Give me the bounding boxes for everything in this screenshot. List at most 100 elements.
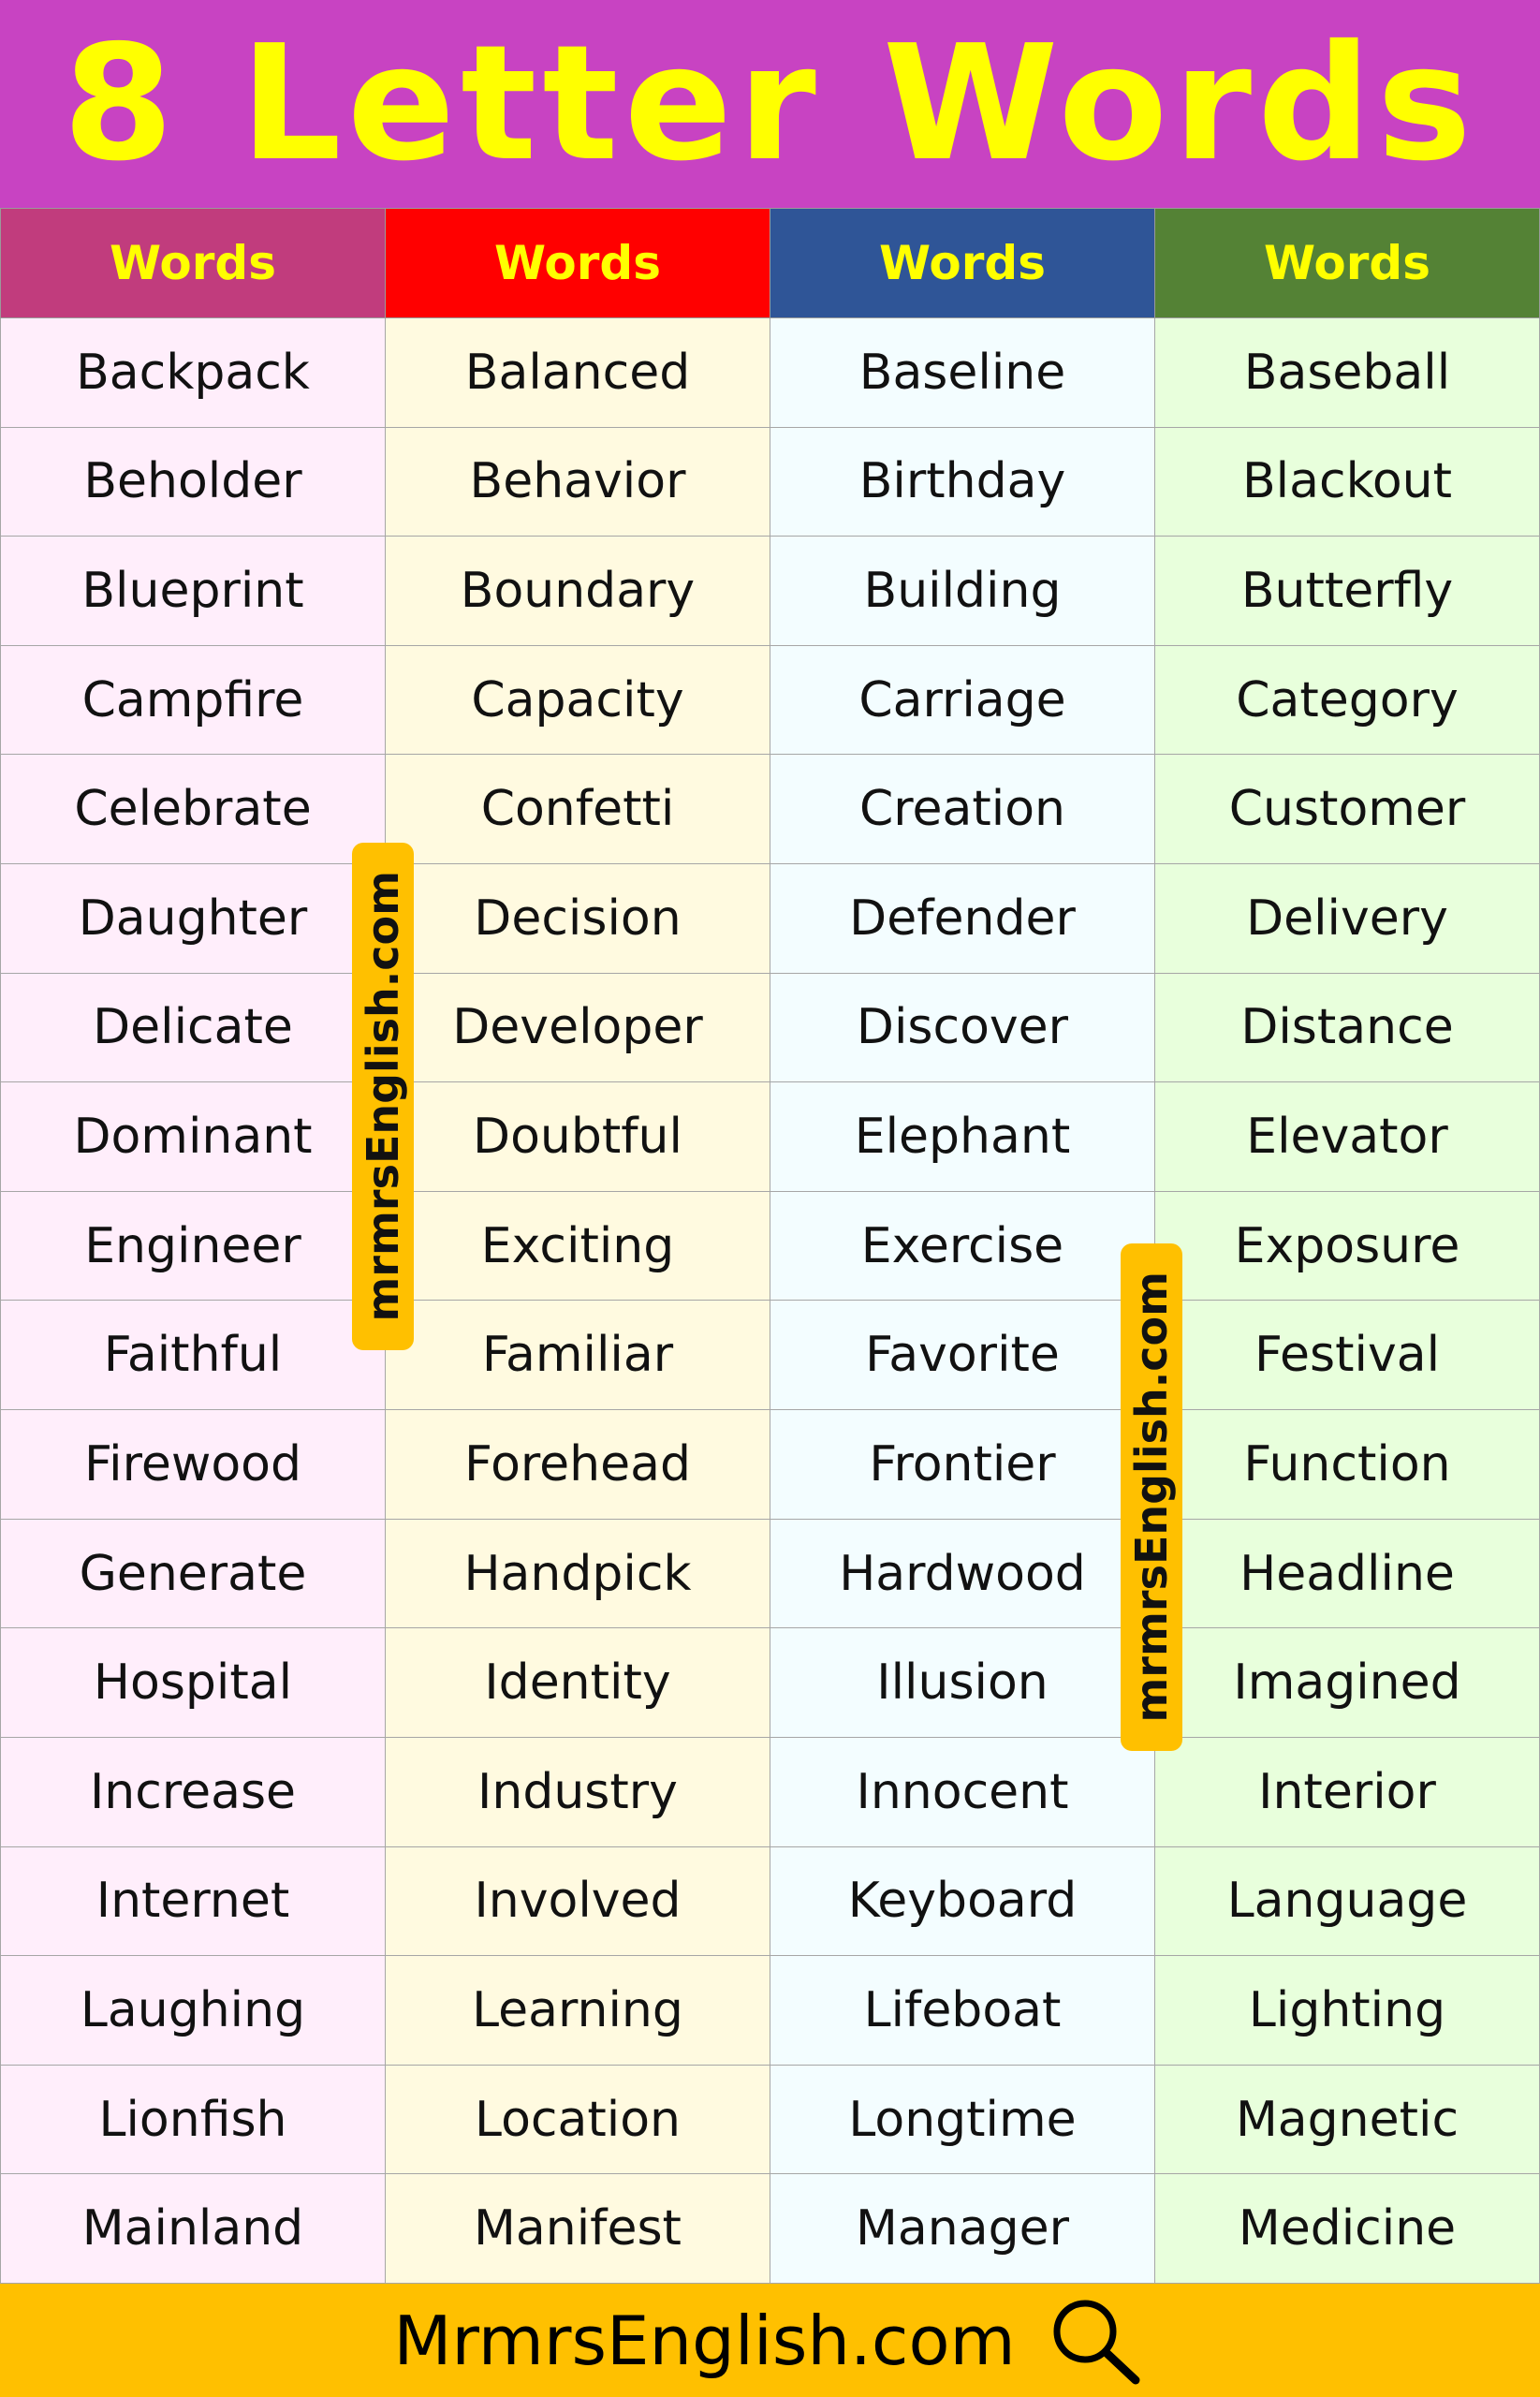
word-cell: Increase [0,1736,386,1847]
word-cell: Daughter [0,863,386,974]
word-cell: Elephant [770,1081,1155,1192]
column-header: Words [770,208,1155,318]
word-cell: Exercise [770,1190,1155,1301]
word-cell: Dominant [0,1081,386,1192]
word-cell: Decision [385,863,770,974]
table-row: Increase Industry Innocent Interior [0,1736,1540,1847]
word-cell: Delicate [0,972,386,1083]
word-cell: Interior [1154,1736,1540,1847]
word-cell: Creation [770,754,1155,865]
word-table-body: Backpack Balanced Baseline Baseball Beholder… [0,317,1540,2284]
search-icon [1053,2300,1140,2384]
word-cell: Imagined [1154,1627,1540,1738]
word-cell: Discover [770,972,1155,1083]
word-cell: Birthday [770,426,1155,537]
word-cell: Backpack [0,317,386,428]
word-cell: Beholder [0,426,386,537]
word-cell: Innocent [770,1736,1155,1847]
word-cell: Headline [1154,1518,1540,1629]
word-cell: Generate [0,1518,386,1629]
word-cell: Doubtful [385,1081,770,1192]
word-cell: Learning [385,1955,770,2066]
word-cell: Delivery [1154,863,1540,974]
watermark-text: mrmrsEnglish.com [358,871,408,1322]
word-cell: Baseline [770,317,1155,428]
table-row: Firewood Forehead Frontier Function [0,1409,1540,1520]
watermark-text: mrmrsEnglish.com [1126,1272,1177,1723]
word-cell: Capacity [385,644,770,756]
word-cell: Keyboard [770,1846,1155,1957]
word-cell: Forehead [385,1409,770,1520]
word-cell: Lifeboat [770,1955,1155,2066]
word-cell: Elevator [1154,1081,1540,1192]
footer-banner: MrmrsEnglish.com [0,2284,1540,2397]
word-cell: Festival [1154,1300,1540,1411]
word-cell: Favorite [770,1300,1155,1411]
word-cell: Lionfish [0,2064,386,2175]
word-cell: Balanced [385,317,770,428]
word-cell: Manifest [385,2173,770,2284]
word-table: Words Words Words Words Backpack Balanced… [0,208,1540,2284]
word-cell: Manager [770,2173,1155,2284]
word-cell: Baseball [1154,317,1540,428]
word-cell: Category [1154,644,1540,756]
word-cell: Faithful [0,1300,386,1411]
word-cell: Function [1154,1409,1540,1520]
table-row: Celebrate Confetti Creation Customer [0,754,1540,865]
table-row: Hospital Identity Illusion Imagined [0,1627,1540,1738]
word-cell: Celebrate [0,754,386,865]
table-row: Lionfish Location Longtime Magnetic [0,2064,1540,2175]
word-cell: Butterfly [1154,536,1540,646]
word-cell: Campfire [0,644,386,756]
word-cell: Familiar [385,1300,770,1411]
word-cell: Exciting [385,1190,770,1301]
word-cell: Carriage [770,644,1155,756]
word-cell: Longtime [770,2064,1155,2175]
column-header: Words [0,208,386,318]
word-cell: Frontier [770,1409,1155,1520]
word-cell: Involved [385,1846,770,1957]
word-cell: Internet [0,1846,386,1957]
word-cell: Location [385,2064,770,2175]
table-row: Daughter Decision Defender Delivery [0,863,1540,974]
word-cell: Developer [385,972,770,1083]
word-cell: Magnetic [1154,2064,1540,2175]
table-row: Generate Handpick Hardwood Headline [0,1518,1540,1629]
word-cell: Medicine [1154,2173,1540,2284]
word-cell: Building [770,536,1155,646]
word-cell: Behavior [385,426,770,537]
table-row: Backpack Balanced Baseline Baseball [0,317,1540,428]
table-row: Internet Involved Keyboard Language [0,1846,1540,1957]
word-cell: Firewood [0,1409,386,1520]
word-cell: Exposure [1154,1190,1540,1301]
word-cell: Laughing [0,1955,386,2066]
word-cell: Distance [1154,972,1540,1083]
table-row: Mainland Manifest Manager Medicine [0,2173,1540,2284]
word-cell: Hospital [0,1627,386,1738]
word-cell: Handpick [385,1518,770,1629]
column-header: Words [385,208,770,318]
word-cell: Mainland [0,2173,386,2284]
word-cell: Language [1154,1846,1540,1957]
table-row: Engineer Exciting Exercise Exposure [0,1190,1540,1301]
word-cell: Illusion [770,1627,1155,1738]
watermark-left: mrmrsEnglish.com [352,843,414,1350]
title-banner: 8 Letter Words [0,0,1540,208]
word-cell: Industry [385,1736,770,1847]
page-title: 8 Letter Words [63,11,1477,197]
watermark-right: mrmrsEnglish.com [1121,1243,1182,1751]
table-row: Campfire Capacity Carriage Category [0,644,1540,756]
word-cell: Engineer [0,1190,386,1301]
word-cell: Boundary [385,536,770,646]
footer-website: MrmrsEnglish.com [393,2301,1016,2380]
word-cell: Hardwood [770,1518,1155,1629]
word-cell: Identity [385,1627,770,1738]
table-row: Dominant Doubtful Elephant Elevator [0,1081,1540,1192]
header-row: Words Words Words Words [0,208,1540,318]
word-cell: Blackout [1154,426,1540,537]
column-header: Words [1154,208,1540,318]
table-row: Delicate Developer Discover Distance [0,972,1540,1083]
word-cell: Defender [770,863,1155,974]
word-cell: Blueprint [0,536,386,646]
table-row: Blueprint Boundary Building Butterfly [0,536,1540,646]
